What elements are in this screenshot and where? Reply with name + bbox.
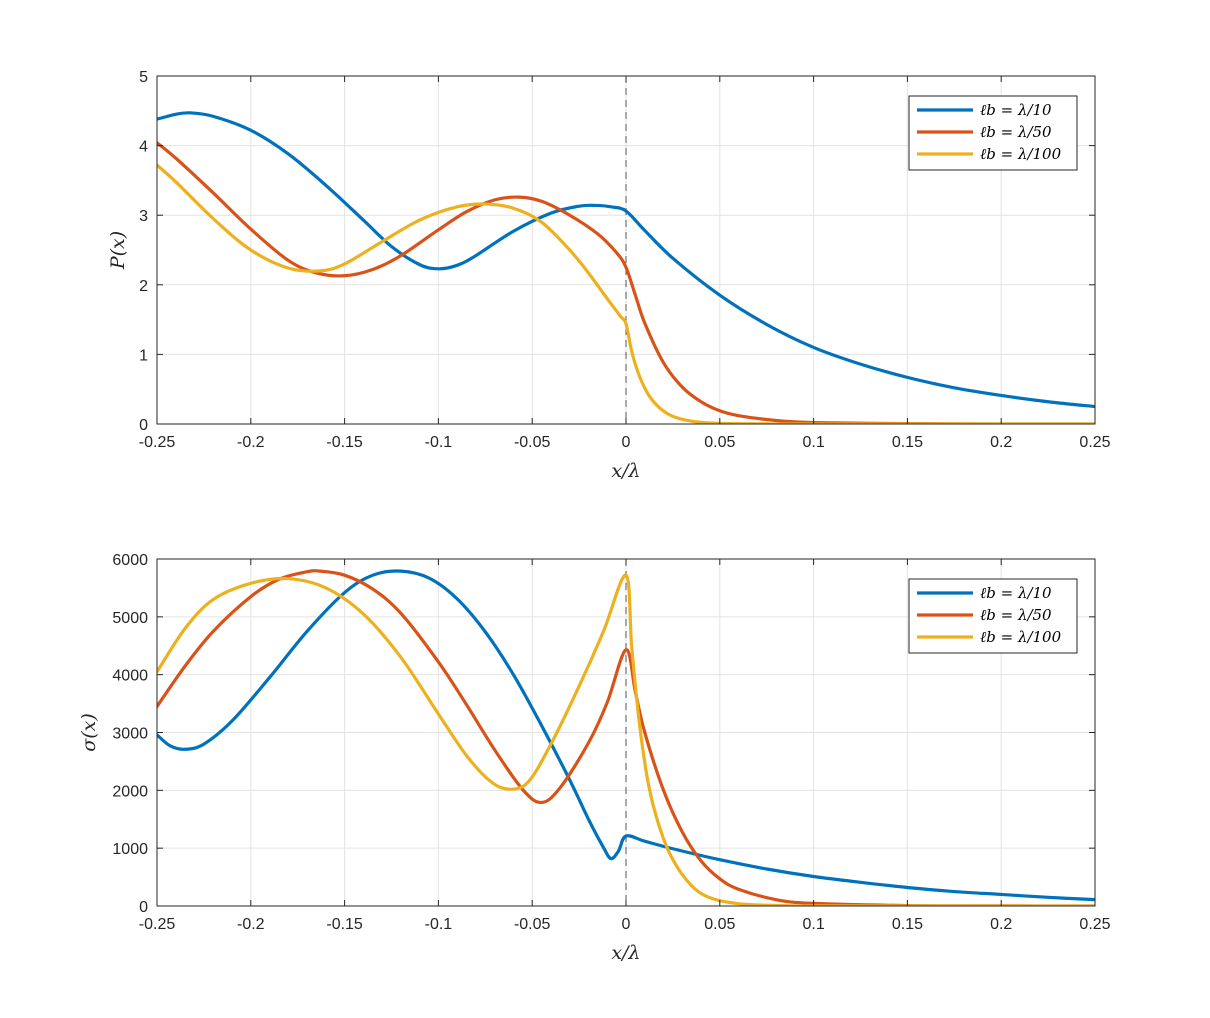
pressure-xlabel: x/λ: [611, 460, 640, 482]
stress-ytick-label-0: 0: [139, 899, 148, 916]
pressure-ytick-label-2: 2: [139, 278, 148, 295]
stress-xtick-label-3: -0.1: [425, 916, 453, 933]
stress-xtick-label-4: -0.05: [514, 916, 551, 933]
pressure-ytick-label-0: 0: [139, 417, 148, 434]
stress-ytick-label-2: 2000: [112, 783, 148, 800]
pressure-ylabel: P(x): [107, 231, 129, 270]
pressure-legend-label-1: ℓb = λ/10: [980, 101, 1052, 119]
stress-series-line-2: [157, 569, 1095, 906]
stress-xtick-label-6: 0.05: [704, 916, 735, 933]
stress-ytick-label-6: 6000: [112, 552, 148, 569]
pressure-legend-label-3: ℓb = λ/100: [980, 145, 1062, 163]
stress-xtick-label-5: 0: [622, 916, 631, 933]
stress-ytick-label-4: 4000: [112, 668, 148, 685]
stress-chart: -0.25 -0.2 -0.15 -0.1 -0.05 0 0.05 0.1 0.15 0.2 0.…: [78, 552, 1111, 964]
stress-xtick-label-9: 0.2: [990, 916, 1012, 933]
pressure-legend-label-2: ℓb = λ/50: [980, 123, 1052, 141]
pressure-ytick-label-5: 5: [139, 69, 148, 86]
pressure-xtick-label-7: 0.1: [802, 434, 824, 451]
stress-xtick-label-0: -0.25: [139, 916, 176, 933]
pressure-legend: ℓb = λ/10 ℓb = λ/50 ℓb = λ/100: [908, 95, 1078, 171]
stress-ylabel: σ(x): [78, 713, 100, 752]
pressure-ytick-label-3: 3: [139, 208, 148, 225]
stress-xtick-label-10: 0.25: [1079, 916, 1110, 933]
pressure-xtick-label-1: -0.2: [237, 434, 265, 451]
stress-legend: ℓb = λ/10 ℓb = λ/50 ℓb = λ/100: [908, 578, 1078, 654]
stress-ytick-label-5: 5000: [112, 610, 148, 627]
stress-series-line-3: [157, 573, 1095, 906]
pressure-series-line-2: [157, 141, 1095, 424]
stress-xlabel: x/λ: [611, 942, 640, 964]
pressure-xtick-label-3: -0.1: [425, 434, 453, 451]
stress-legend-label-2: ℓb = λ/50: [980, 606, 1052, 624]
stress-xtick-label-2: -0.15: [326, 916, 363, 933]
pressure-xtick-label-2: -0.15: [326, 434, 363, 451]
pressure-xtick-label-8: 0.15: [892, 434, 923, 451]
pressure-xtick-label-9: 0.2: [990, 434, 1012, 451]
pressure-ytick-label-1: 1: [139, 347, 148, 364]
pressure-chart: -0.25 -0.2 -0.15 -0.1 -0.05 0 0.05 0.1 0.15 0.2 0.…: [107, 69, 1111, 482]
stress-series-line-1: [157, 569, 1095, 902]
pressure-series-line-1: [157, 111, 1095, 409]
stress-series: [157, 569, 1095, 906]
pressure-xtick-label-0: -0.25: [139, 434, 176, 451]
stress-xtick-label-8: 0.15: [892, 916, 923, 933]
stress-legend-label-3: ℓb = λ/100: [980, 628, 1062, 646]
pressure-xtick-label-5: 0: [622, 434, 631, 451]
stress-xtick-label-1: -0.2: [237, 916, 265, 933]
pressure-xtick-label-4: -0.05: [514, 434, 551, 451]
pressure-xtick-label-10: 0.25: [1079, 434, 1110, 451]
pressure-ytick-label-4: 4: [139, 139, 148, 156]
pressure-ticks: -0.25 -0.2 -0.15 -0.1 -0.05 0 0.05 0.1 0.15 0.2 0.…: [139, 69, 1111, 451]
stress-xtick-label-7: 0.1: [802, 916, 824, 933]
stress-ticks: -0.25 -0.2 -0.15 -0.1 -0.05 0 0.05 0.1 0.15 0.2 0.…: [112, 552, 1110, 933]
stress-legend-label-1: ℓb = λ/10: [980, 584, 1052, 602]
pressure-xtick-label-6: 0.05: [704, 434, 735, 451]
stress-ytick-label-3: 3000: [112, 726, 148, 743]
stress-ytick-label-1: 1000: [112, 841, 148, 858]
